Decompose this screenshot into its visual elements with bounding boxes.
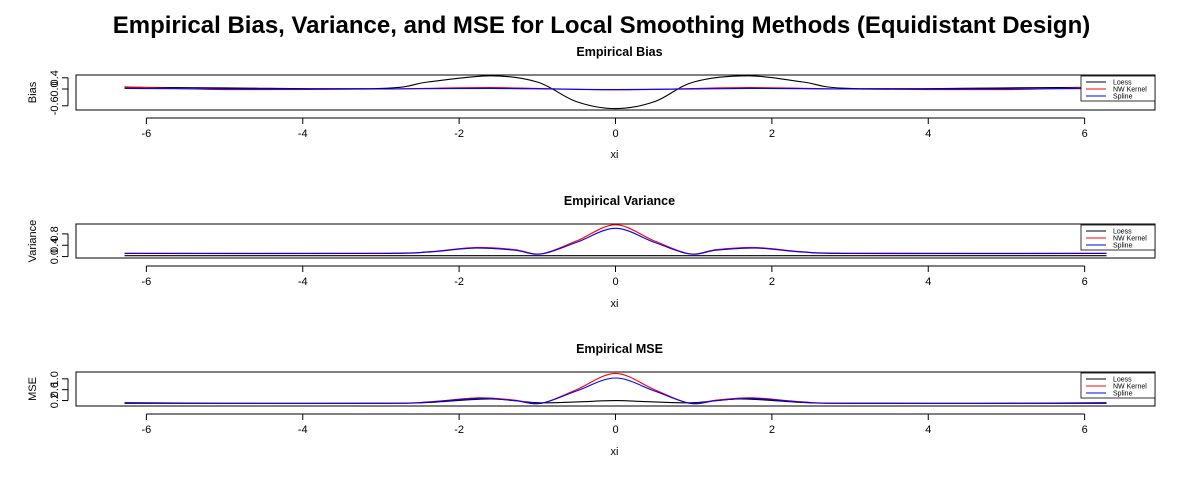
legend-entry: Loess xyxy=(1113,229,1132,236)
series-line-spline xyxy=(124,377,1107,405)
x-tick-label: -2 xyxy=(454,276,464,288)
panel-title: Empirical MSE xyxy=(576,342,663,356)
x-tick-label: -6 xyxy=(141,276,151,288)
x-tick-label: 0 xyxy=(612,276,618,288)
x-tick-label: -4 xyxy=(298,424,308,436)
x-tick-label: -6 xyxy=(141,424,151,436)
x-tick-label: 6 xyxy=(1082,276,1088,288)
series-line-spline xyxy=(124,227,1107,255)
y-tick-label: 0.2 xyxy=(49,393,61,408)
x-tick-label: 2 xyxy=(769,128,775,140)
y-axis-label: Variance xyxy=(27,220,39,263)
y-tick-label: 0.0 xyxy=(49,249,61,264)
plot-frame xyxy=(75,74,1156,111)
x-tick-label: 6 xyxy=(1082,128,1088,140)
y-tick-label: 0.4 xyxy=(49,238,61,253)
x-tick-label: -6 xyxy=(141,128,151,140)
y-tick-label: 0.0 xyxy=(49,81,61,96)
x-tick-label: 0 xyxy=(612,424,618,436)
legend-entry: Loess xyxy=(1113,377,1132,384)
series-line-loess xyxy=(124,398,1107,404)
panel-title: Empirical Variance xyxy=(564,194,675,208)
panel-empirical-mse: Empirical MSE -6 -4 -2 0 2 4 6 xi 0.20.61.0 MSE Loe… xyxy=(27,342,1156,458)
x-tick-label: 2 xyxy=(769,424,775,436)
x-axis-label: xi xyxy=(611,446,619,458)
y-tick-label: 0.8 xyxy=(49,226,61,241)
y-tick-label: -0.6 xyxy=(49,96,61,115)
x-tick-label: 0 xyxy=(612,128,618,140)
legend-entry: NW Kernel xyxy=(1113,384,1147,391)
x-tick-label: 4 xyxy=(925,276,931,288)
x-tick-label: 6 xyxy=(1082,424,1088,436)
y-tick-label: 1.0 xyxy=(49,371,61,386)
figure-title: Empirical Bias, Variance, and MSE for Lo… xyxy=(112,12,1091,39)
panel-empirical-bias: Empirical Bias -6 -4 -2 0 2 4 6 xi -0.60.00.4 Bias… xyxy=(27,45,1156,161)
x-axis-label: xi xyxy=(611,298,619,310)
x-axis-label: xi xyxy=(611,149,619,161)
x-tick-label: -2 xyxy=(454,424,464,436)
y-tick-label: 0.4 xyxy=(49,70,61,85)
series-line-loess xyxy=(124,75,1107,110)
x-tick-label: -2 xyxy=(454,128,464,140)
legend-entry: Spline xyxy=(1113,243,1133,250)
series-line-nw-kernel xyxy=(124,224,1107,255)
y-tick-label: 0.6 xyxy=(49,382,61,397)
y-axis-label: MSE xyxy=(27,377,39,401)
legend-entry: NW Kernel xyxy=(1113,236,1147,243)
x-tick-label: -4 xyxy=(298,276,308,288)
legend-entry: NW Kernel xyxy=(1113,87,1147,94)
x-tick-label: -4 xyxy=(298,128,308,140)
x-tick-label: 4 xyxy=(925,424,931,436)
y-axis-label: Bias xyxy=(27,81,39,103)
series-line-spline xyxy=(124,87,1107,91)
panel-title: Empirical Bias xyxy=(576,45,662,59)
x-tick-label: 2 xyxy=(769,276,775,288)
legend-entry: Loess xyxy=(1113,80,1132,87)
panel-empirical-variance: Empirical Variance -6 -4 -2 0 2 4 6 xi 0.00.40.8 V… xyxy=(27,194,1156,310)
x-tick-label: 4 xyxy=(925,128,931,140)
legend-entry: Spline xyxy=(1113,94,1133,101)
legend-entry: Spline xyxy=(1113,391,1133,398)
